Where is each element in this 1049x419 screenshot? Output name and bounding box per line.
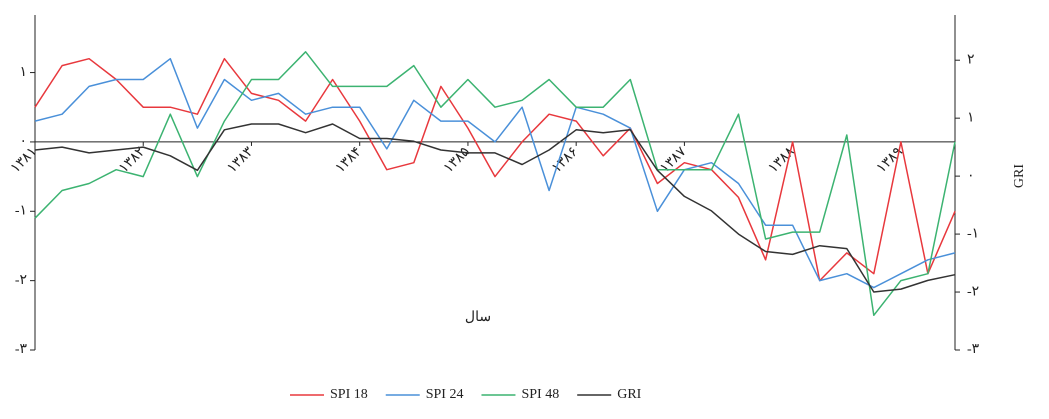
x-tick-label: ۱۳۸۵ — [441, 144, 473, 176]
series-line — [34, 51, 956, 317]
y-tick-label: ۰ — [19, 134, 27, 149]
y2-tick-label: -۲ — [967, 284, 979, 299]
y2-tick-label: ۲ — [967, 52, 975, 67]
x-tick-label: ۱۳۸۴ — [333, 144, 365, 176]
series-line — [34, 123, 956, 293]
y2-axis-label: GRI — [1012, 164, 1027, 188]
x-tick-label: ۱۳۸۳ — [225, 144, 257, 176]
series-line — [34, 57, 956, 282]
legend-label: GRI — [617, 387, 641, 402]
x-tick-label: ۱۳۸۹ — [874, 144, 906, 176]
series-line — [34, 57, 956, 289]
legend-label: SPI 18 — [330, 387, 368, 402]
legend-label: SPI 48 — [521, 387, 559, 402]
y-tick-label: -۳ — [15, 342, 28, 357]
y2-tick-label: ۰ — [967, 168, 975, 183]
y2-tick-label: -۳ — [967, 342, 980, 357]
y-tick-label: ۱ — [19, 65, 27, 80]
legend-label: SPI 24 — [426, 387, 464, 402]
y2-tick-label: ۱ — [967, 110, 975, 125]
y-tick-label: -۱ — [15, 204, 27, 219]
x-tick-label: ۱۳۸۶ — [549, 144, 581, 176]
y2-tick-label: -۱ — [967, 226, 979, 241]
x-axis-label: سال — [465, 310, 491, 325]
y-tick-label: -۲ — [15, 273, 27, 288]
